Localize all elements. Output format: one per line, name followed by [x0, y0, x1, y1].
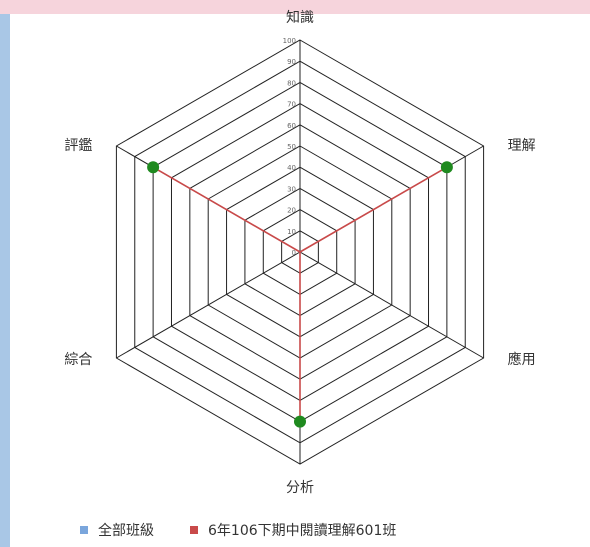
legend-item-class-601[interactable]: 6年106下期中閱讀理解601班 [190, 520, 396, 540]
radar-tick-labels: 0 10 20 30 40 50 60 70 80 90 100 [283, 37, 296, 257]
top-band [0, 0, 590, 14]
legend-label-class-601: 6年106下期中閱讀理解601班 [208, 523, 397, 539]
tick-label-80: 80 [287, 79, 296, 87]
tick-label-90: 90 [287, 58, 296, 66]
series-point-1-1 [440, 161, 453, 174]
axis-label-3: 分析 [286, 480, 314, 496]
tick-label-100: 100 [283, 37, 296, 45]
tick-label-10: 10 [287, 228, 296, 236]
tick-label-60: 60 [287, 122, 296, 130]
tick-label-40: 40 [287, 164, 296, 172]
series-point-1-3 [294, 415, 306, 428]
tick-label-30: 30 [287, 185, 296, 193]
axis-label-1: 理解 [508, 138, 536, 154]
tick-label-0: 0 [292, 249, 296, 257]
series-point-1-5 [147, 161, 160, 174]
tick-label-50: 50 [287, 143, 296, 151]
spoke-4 [116, 251, 301, 359]
tick-label-70: 70 [287, 101, 296, 109]
axis-label-0: 知識 [286, 9, 314, 26]
radar-series [147, 161, 453, 428]
legend-label-all-classes: 全部班級 [98, 523, 154, 539]
legend-swatch-class-601 [190, 526, 198, 534]
legend: 全部班級 6年106下期中閱讀理解601班 [80, 520, 432, 540]
legend-item-all-classes[interactable]: 全部班級 [80, 520, 154, 540]
axis-label-2: 應用 [508, 351, 536, 368]
tick-label-20: 20 [287, 207, 296, 215]
axis-label-4: 綜合 [64, 352, 92, 368]
axis-label-5: 評鑑 [64, 137, 92, 154]
legend-swatch-all-classes [80, 526, 88, 534]
left-band [0, 14, 10, 547]
spoke-2 [299, 251, 484, 359]
